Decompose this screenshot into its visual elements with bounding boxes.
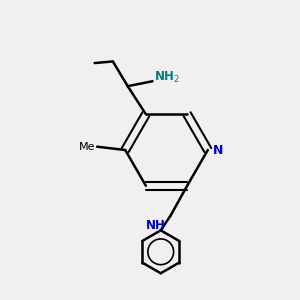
- Text: Me: Me: [79, 142, 95, 152]
- Text: NH$_2$: NH$_2$: [154, 70, 180, 86]
- Text: NH: NH: [146, 219, 166, 232]
- Text: N: N: [213, 143, 223, 157]
